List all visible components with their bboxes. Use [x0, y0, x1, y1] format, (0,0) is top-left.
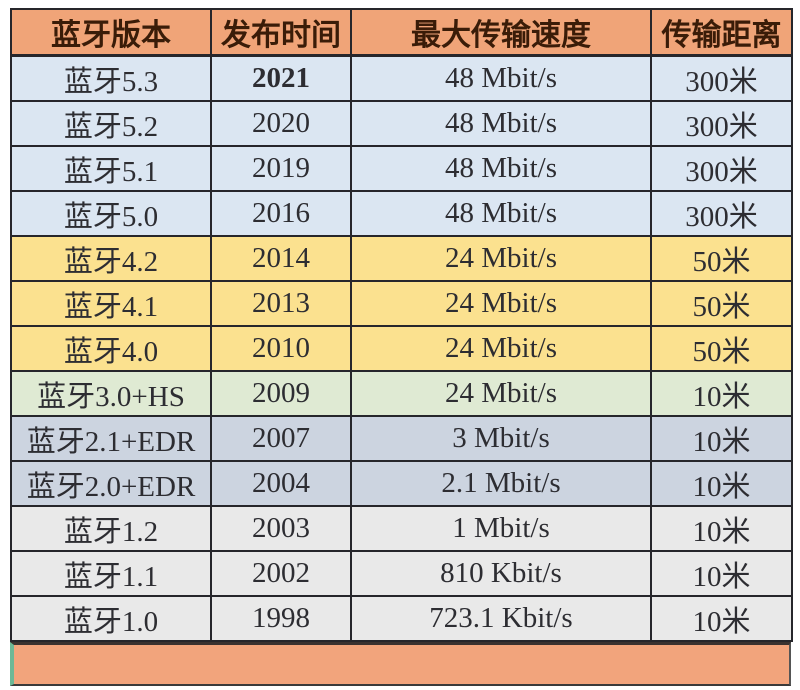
cell-year: 2020 — [210, 100, 352, 147]
cell-speed: 48 Mbit/s — [350, 145, 652, 192]
header-cell-year: 发布时间 — [210, 8, 352, 57]
table-row: 蓝牙5.0 2016 48 Mbit/s 300米 — [10, 190, 793, 237]
cell-distance: 300米 — [650, 190, 793, 237]
table-row: 蓝牙1.1 2002 810 Kbit/s 10米 — [10, 550, 793, 597]
cell-year: 2010 — [210, 325, 352, 372]
table-row: 蓝牙5.2 2020 48 Mbit/s 300米 — [10, 100, 793, 147]
cell-version: 蓝牙4.2 — [10, 235, 212, 282]
cell-speed: 810 Kbit/s — [350, 550, 652, 597]
cell-distance: 50米 — [650, 325, 793, 372]
header-cell-distance: 传输距离 — [650, 8, 793, 57]
cell-speed: 24 Mbit/s — [350, 280, 652, 327]
cell-distance: 300米 — [650, 145, 793, 192]
table-row: 蓝牙5.3 2021 48 Mbit/s 300米 — [10, 54, 793, 102]
cell-version: 蓝牙1.0 — [10, 595, 212, 642]
table-row: 蓝牙1.2 2003 1 Mbit/s 10米 — [10, 505, 793, 552]
cell-version: 蓝牙5.3 — [10, 54, 212, 102]
cell-speed: 723.1 Kbit/s — [350, 595, 652, 642]
footer-bar — [10, 642, 791, 686]
cell-distance: 10米 — [650, 595, 793, 642]
cell-version: 蓝牙5.0 — [10, 190, 212, 237]
cell-year: 2021 — [210, 54, 352, 102]
table-row: 蓝牙2.1+EDR 2007 3 Mbit/s 10米 — [10, 415, 793, 462]
cell-version: 蓝牙3.0+HS — [10, 370, 212, 417]
table-row: 蓝牙5.1 2019 48 Mbit/s 300米 — [10, 145, 793, 192]
cell-version: 蓝牙5.1 — [10, 145, 212, 192]
cell-distance: 10米 — [650, 415, 793, 462]
cell-speed: 48 Mbit/s — [350, 54, 652, 102]
cell-distance: 10米 — [650, 505, 793, 552]
cell-distance: 10米 — [650, 370, 793, 417]
cell-year: 2007 — [210, 415, 352, 462]
table-row: 蓝牙1.0 1998 723.1 Kbit/s 10米 — [10, 595, 793, 642]
cell-speed: 1 Mbit/s — [350, 505, 652, 552]
cell-speed: 24 Mbit/s — [350, 235, 652, 282]
cell-year: 1998 — [210, 595, 352, 642]
cell-speed: 48 Mbit/s — [350, 100, 652, 147]
cell-year: 2002 — [210, 550, 352, 597]
cell-speed: 3 Mbit/s — [350, 415, 652, 462]
cell-distance: 50米 — [650, 280, 793, 327]
cell-year: 2009 — [210, 370, 352, 417]
cell-version: 蓝牙2.1+EDR — [10, 415, 212, 462]
table-row: 蓝牙4.2 2014 24 Mbit/s 50米 — [10, 235, 793, 282]
cell-version: 蓝牙4.0 — [10, 325, 212, 372]
table-row: 蓝牙2.0+EDR 2004 2.1 Mbit/s 10米 — [10, 460, 793, 507]
cell-year: 2013 — [210, 280, 352, 327]
header-cell-speed: 最大传输速度 — [350, 8, 652, 57]
cell-speed: 2.1 Mbit/s — [350, 460, 652, 507]
cell-year: 2016 — [210, 190, 352, 237]
cell-distance: 10米 — [650, 460, 793, 507]
cell-distance: 300米 — [650, 54, 793, 102]
cell-year: 2019 — [210, 145, 352, 192]
cell-speed: 24 Mbit/s — [350, 325, 652, 372]
table-row: 蓝牙4.0 2010 24 Mbit/s 50米 — [10, 325, 793, 372]
cell-year: 2004 — [210, 460, 352, 507]
cell-speed: 48 Mbit/s — [350, 190, 652, 237]
header-cell-version: 蓝牙版本 — [10, 8, 212, 57]
cell-distance: 300米 — [650, 100, 793, 147]
cell-speed: 24 Mbit/s — [350, 370, 652, 417]
cell-distance: 10米 — [650, 550, 793, 597]
bluetooth-version-sheet: 蓝牙版本 发布时间 最大传输速度 传输距离 蓝牙5.3 2021 48 Mbit… — [10, 8, 793, 686]
cell-version: 蓝牙4.1 — [10, 280, 212, 327]
table-row: 蓝牙3.0+HS 2009 24 Mbit/s 10米 — [10, 370, 793, 417]
bluetooth-version-table: 蓝牙版本 发布时间 最大传输速度 传输距离 蓝牙5.3 2021 48 Mbit… — [10, 8, 793, 642]
cell-version: 蓝牙5.2 — [10, 100, 212, 147]
cell-version: 蓝牙1.2 — [10, 505, 212, 552]
table-body: 蓝牙5.3 2021 48 Mbit/s 300米 蓝牙5.2 2020 48 … — [10, 54, 793, 642]
header-row: 蓝牙版本 发布时间 最大传输速度 传输距离 — [10, 8, 793, 57]
cell-version: 蓝牙1.1 — [10, 550, 212, 597]
table-row: 蓝牙4.1 2013 24 Mbit/s 50米 — [10, 280, 793, 327]
cell-year: 2003 — [210, 505, 352, 552]
cell-version: 蓝牙2.0+EDR — [10, 460, 212, 507]
table-header: 蓝牙版本 发布时间 最大传输速度 传输距离 — [10, 8, 793, 57]
cell-year: 2014 — [210, 235, 352, 282]
cell-distance: 50米 — [650, 235, 793, 282]
